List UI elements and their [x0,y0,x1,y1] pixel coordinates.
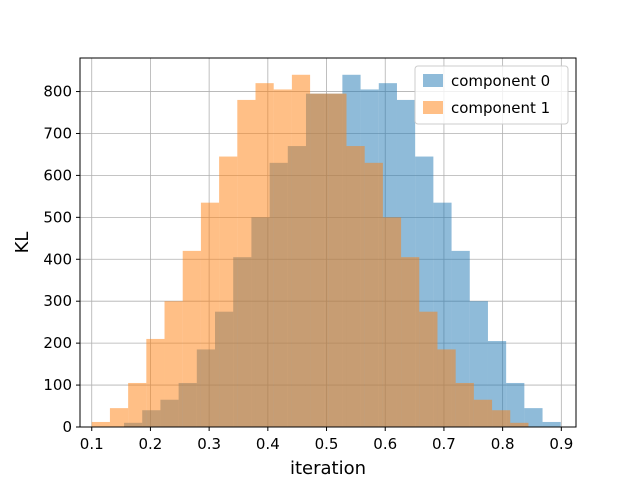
histogram-bar [310,93,329,428]
histogram-bar [346,146,365,427]
x-tick-label: 0.2 [139,435,163,453]
legend-swatch [423,101,443,114]
histogram-bar [219,156,238,427]
histogram-bar [487,341,507,427]
histogram-bar [164,301,183,427]
histogram-bar [419,311,438,427]
histogram-bars [91,74,561,428]
histogram-bar [291,74,311,427]
x-tick-label: 0.4 [256,435,280,453]
histogram-bar [273,89,292,428]
histogram-bar [542,421,561,427]
histogram-bar [382,217,402,427]
y-tick-label: 100 [43,376,72,394]
y-axis-label: KL [12,232,33,254]
y-tick-label: 700 [43,124,72,142]
histogram-bar [109,408,129,427]
x-tick-label: 0.6 [373,435,397,453]
histogram-bar [182,250,201,427]
series-1-bars [91,74,529,428]
legend-box [414,65,569,125]
y-tick-label: 300 [43,292,72,310]
y-tick-label: 600 [43,166,72,184]
histogram-bar [146,338,165,427]
axis-ticks: 0.1 0.2 0.3 0.4 0.5 0.6 0.7 0.8 0.9 0 100 200 300 400… [43,83,573,453]
y-tick-label: 500 [43,208,72,226]
plot-frame [79,57,577,428]
x-tick-label: 0.8 [491,435,515,453]
legend-label: component 1 [451,99,550,117]
histogram-bar [200,202,220,427]
histogram-bar [469,301,488,427]
x-tick-label: 0.1 [80,435,104,453]
histogram-bar [492,410,511,427]
histogram-bar [128,382,147,427]
y-tick-label: 800 [43,83,72,101]
histogram-bar [524,408,543,427]
x-axis-label: iteration [290,458,366,479]
legend-swatch [423,74,443,87]
histogram-bar [328,93,347,428]
y-tick-label: 0 [62,418,72,436]
histogram-bar [473,399,493,427]
histogram-bar [237,99,256,427]
histogram-bar [91,421,110,427]
histogram-bar [437,349,456,427]
histogram-bar [510,422,529,427]
histogram-bar [455,382,474,427]
legend: component 0 component 1 [414,65,569,125]
histogram-bar [506,382,525,427]
y-tick-label: 200 [43,334,72,352]
x-tick-label: 0.5 [315,435,339,453]
x-tick-label: 0.9 [549,435,573,453]
histogram-bar [401,257,420,427]
histogram-bar [364,162,383,428]
histogram-bar [255,83,274,427]
legend-label: component 0 [451,72,550,90]
y-tick-label: 400 [43,250,72,268]
x-tick-label: 0.7 [432,435,456,453]
x-tick-label: 0.3 [197,435,221,453]
